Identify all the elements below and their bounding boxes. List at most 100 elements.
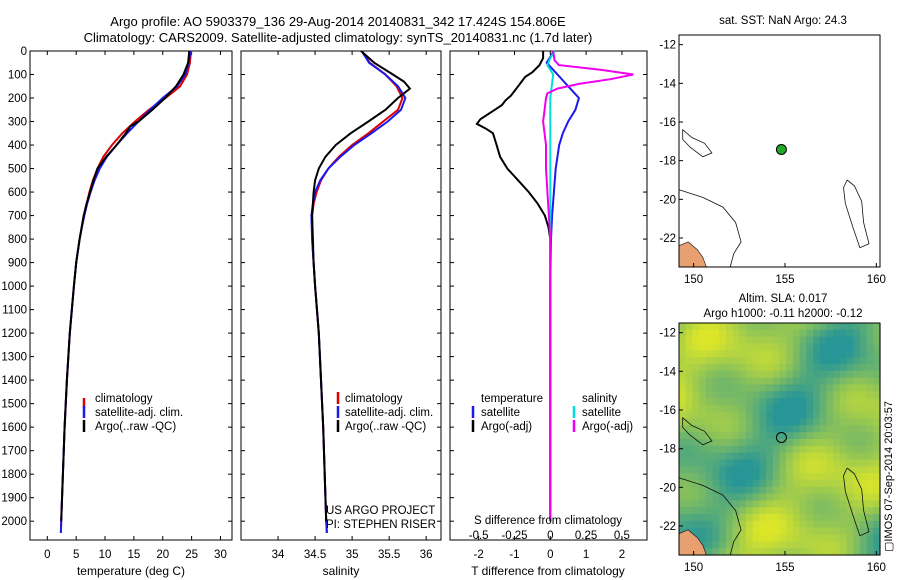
- salinity-plot: 34 34.5 35 35.5 36: [272, 50, 433, 561]
- sla-cell: [792, 473, 801, 481]
- sla-cell: [873, 391, 881, 399]
- sla-cell: [712, 466, 720, 474]
- sla-cell: [772, 391, 781, 399]
- sla-cell: [699, 398, 707, 406]
- sla-cell: [766, 411, 774, 420]
- sla-cell: [699, 363, 707, 372]
- sla-cell: [792, 534, 801, 542]
- header-line-2: Climatology: CARS2009. Satellite-adjuste…: [84, 30, 593, 45]
- sla-cell: [746, 432, 754, 440]
- sla-cell: [752, 486, 760, 495]
- sla-cell: [853, 514, 861, 522]
- sla-cell: [859, 486, 868, 495]
- sla-cell: [766, 534, 774, 542]
- sla-cell: [732, 343, 740, 351]
- sla-cell: [719, 432, 727, 440]
- sla-cell: [732, 370, 740, 379]
- legend-label-argo: Argo(..raw -QC): [95, 421, 176, 433]
- sla-cell: [806, 398, 814, 406]
- sla-cell: [813, 411, 821, 420]
- depth-tick-label: 1700: [1, 446, 27, 458]
- sla-cell: [705, 527, 714, 536]
- sla-cell: [779, 329, 787, 338]
- sla-cell: [839, 439, 848, 447]
- sla-cell: [853, 370, 861, 379]
- sla-cell: [699, 432, 707, 440]
- sla-cell: [819, 459, 827, 467]
- sla-cell: [833, 527, 841, 536]
- sla-cell: [699, 514, 707, 522]
- sla-cell: [699, 493, 707, 502]
- sla-cell: [846, 479, 854, 488]
- sla-cell: [806, 411, 814, 420]
- sla-cell: [725, 398, 734, 406]
- sla-cell: [746, 350, 754, 358]
- lon-tick-label: 155: [775, 562, 794, 574]
- sla-cell: [859, 398, 868, 406]
- sla-cell: [813, 479, 821, 488]
- sla-cell: [772, 473, 781, 481]
- sla-cell: [739, 445, 747, 454]
- sla-cell: [766, 507, 774, 515]
- sla-cell: [719, 548, 727, 556]
- sla-cell: [806, 377, 814, 386]
- sla-cell: [759, 357, 767, 365]
- sla-cell: [799, 466, 807, 474]
- sla-cell: [859, 493, 868, 502]
- sla-cell: [833, 357, 841, 365]
- sla-cell: [746, 466, 754, 474]
- sla-cell: [873, 466, 881, 474]
- sla-cell: [692, 323, 700, 331]
- x-tick-label: 15: [127, 549, 140, 561]
- depth-tick-label: 1300: [1, 352, 27, 364]
- sla-cell: [873, 418, 881, 426]
- sla-cell: [732, 329, 740, 338]
- sla-cell: [759, 493, 767, 502]
- sla-cell: [705, 350, 714, 358]
- x-tick-label: 35.5: [378, 549, 400, 561]
- sla-cell: [792, 514, 801, 522]
- sla-cell: [772, 459, 781, 467]
- reef-outline: [682, 128, 713, 158]
- depth-tick-label: 100: [8, 70, 27, 82]
- sla-cell: [759, 329, 767, 338]
- sla-cell: [772, 479, 781, 488]
- legend-label-t-satellite: satellite: [481, 407, 520, 419]
- sla-cell: [699, 520, 707, 529]
- sla-cell: [846, 343, 854, 351]
- sla-cell: [846, 452, 854, 461]
- sla-cell: [846, 329, 854, 338]
- sla-cell: [792, 520, 801, 529]
- sla-map: 150 155 160 -12 -14 -16 -18 -20 -22: [659, 322, 886, 574]
- sla-cell: [739, 425, 747, 433]
- sla-cell: [806, 507, 814, 515]
- sla-cell: [772, 363, 781, 372]
- sla-cell: [719, 391, 727, 399]
- s-tick-label: -0.5: [469, 530, 489, 542]
- sla-cell: [692, 350, 700, 358]
- sla-cell: [819, 466, 827, 474]
- sla-cell: [725, 404, 734, 413]
- sla-cell: [705, 336, 714, 345]
- reef-contour: [843, 179, 870, 249]
- sla-cell: [699, 357, 707, 365]
- sla-cell: [839, 527, 848, 536]
- sla-cell: [692, 459, 700, 467]
- sla-cell: [786, 411, 794, 420]
- sla-cell: [699, 350, 707, 358]
- sla-cell: [705, 343, 714, 351]
- sla-cell: [679, 357, 687, 365]
- sla-cell: [833, 493, 841, 502]
- t-tick-label: -1: [509, 549, 519, 561]
- float-marker: [775, 144, 787, 155]
- sla-cell: [752, 520, 760, 529]
- sla-cell: [833, 350, 841, 358]
- sla-cell: [859, 404, 868, 413]
- lat-tick-label: -12: [659, 328, 676, 340]
- sla-cell: [739, 507, 747, 515]
- sla-cell: [779, 520, 787, 529]
- sla-cell: [699, 323, 707, 331]
- sla-cell: [853, 377, 861, 386]
- lon-tick-label: 160: [867, 562, 886, 574]
- sla-cell: [846, 384, 854, 392]
